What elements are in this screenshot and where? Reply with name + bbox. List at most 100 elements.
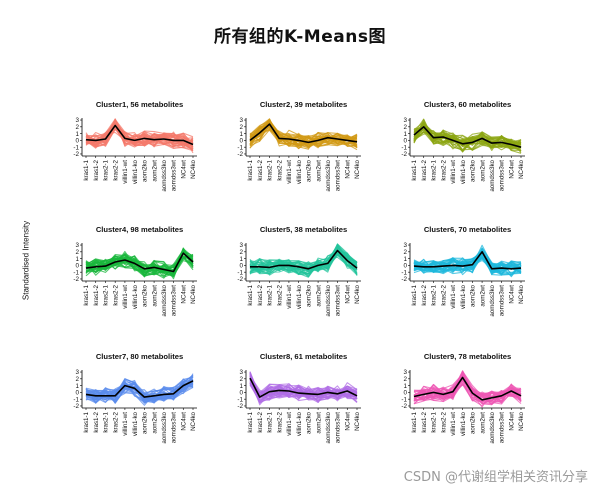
y-tick-label: -2 <box>401 403 407 410</box>
x-tick-label: kras1-2 <box>93 159 100 180</box>
y-tick-label: 3 <box>239 242 243 249</box>
x-tick-label: villin1-ko <box>132 284 139 309</box>
x-tick-label: aomdss3ko <box>489 411 496 443</box>
y-tick-label: -1 <box>73 144 79 151</box>
y-tick-label: -2 <box>237 276 243 283</box>
x-tick-label: kras1-1 <box>247 284 254 305</box>
x-tick-label: kras2-1 <box>431 411 438 432</box>
x-tick-label: NC4wt <box>344 285 351 304</box>
metabolite-traces <box>249 243 358 278</box>
x-tick-label: NC4ko <box>354 411 361 430</box>
x-tick-label: NC4ko <box>190 159 197 178</box>
y-tick-label: 2 <box>239 249 243 256</box>
x-tick-label: kras2-2 <box>112 411 119 432</box>
y-tick-label: 2 <box>239 124 243 131</box>
x-tick-label: aom2wt <box>151 412 158 434</box>
x-tick-label: NC4ko <box>190 411 197 430</box>
y-tick-label: 0 <box>239 263 243 270</box>
y-tick-label: 2 <box>403 249 407 256</box>
x-tick-label: kras2-1 <box>431 284 438 305</box>
x-tick-label: NC4ko <box>518 284 525 303</box>
x-tick-label: villin1-wt <box>450 412 457 436</box>
y-tick-label: -1 <box>237 396 243 403</box>
y-tick-label: 3 <box>75 369 79 376</box>
x-tick-label: kras2-1 <box>267 284 274 305</box>
metabolite-traces <box>413 244 522 278</box>
x-tick-label: NC4ko <box>518 159 525 178</box>
y-tick-label: -2 <box>401 151 407 158</box>
y-tick-label: 3 <box>403 242 407 249</box>
x-tick-label: aomdss3ko <box>325 284 332 316</box>
x-tick-label: kras1-2 <box>257 411 264 432</box>
x-tick-label: kras2-2 <box>440 159 447 180</box>
metabolite-traces <box>85 373 194 406</box>
x-tick-label: kras1-1 <box>83 411 90 432</box>
x-tick-label: kras1-2 <box>421 411 428 432</box>
x-tick-label: aomdss3wt <box>335 285 342 317</box>
x-tick-label: aom2wt <box>315 412 322 434</box>
x-tick-label: NC4ko <box>354 284 361 303</box>
y-tick-label: 1 <box>75 256 79 263</box>
x-tick-label: villin1-ko <box>460 411 467 436</box>
x-tick-label: aom2ko <box>470 159 477 182</box>
panel-title: Cluster1, 56 metabolites <box>96 100 183 109</box>
x-tick-label: kras2-1 <box>103 284 110 305</box>
x-tick-label: NC4wt <box>344 412 351 431</box>
y-tick-label: 0 <box>239 390 243 397</box>
x-tick-label: aomdss3ko <box>325 159 332 191</box>
x-tick-label: aomdss3ko <box>325 411 332 443</box>
panel-title: Cluster7, 80 metabolites <box>96 352 183 361</box>
x-tick-label: villin1-ko <box>296 411 303 436</box>
y-tick-label: 0 <box>239 138 243 145</box>
y-tick-label: 1 <box>239 256 243 263</box>
y-tick-label: 2 <box>75 376 79 383</box>
x-tick-label: villin1-wt <box>450 285 457 309</box>
x-tick-label: NC4wt <box>508 412 515 431</box>
y-tick-label: -2 <box>237 403 243 410</box>
metabolite-traces <box>413 370 522 408</box>
y-tick-label: 3 <box>403 117 407 124</box>
x-tick-label: kras1-1 <box>411 284 418 305</box>
y-tick-label: -2 <box>73 276 79 283</box>
x-tick-label: aom2wt <box>315 160 322 182</box>
x-tick-label: aomdss3ko <box>161 284 168 316</box>
x-tick-label: kras2-2 <box>276 284 283 305</box>
x-tick-label: kras2-2 <box>440 411 447 432</box>
x-tick-label: aomdss3wt <box>171 285 178 317</box>
x-tick-label: aomdss3ko <box>161 159 168 191</box>
y-tick-label: -2 <box>73 151 79 158</box>
metabolite-traces <box>413 118 522 154</box>
x-tick-label: NC4wt <box>508 285 515 304</box>
y-tick-label: 1 <box>403 383 407 390</box>
x-tick-label: villin1-ko <box>132 411 139 436</box>
x-tick-label: kras2-1 <box>267 159 274 180</box>
x-tick-label: villin1-ko <box>296 159 303 184</box>
x-tick-label: villin1-ko <box>460 284 467 309</box>
x-tick-label: NC4wt <box>180 412 187 431</box>
panel-title: Cluster5, 38 metabolites <box>260 225 347 234</box>
x-tick-label: aomdss3wt <box>335 160 342 192</box>
x-tick-label: kras2-2 <box>112 284 119 305</box>
x-tick-label: villin1-wt <box>122 412 129 436</box>
x-tick-label: aomdss3wt <box>171 160 178 192</box>
x-tick-label: kras2-2 <box>440 284 447 305</box>
centroid-line <box>85 124 194 146</box>
y-tick-label: 0 <box>75 138 79 145</box>
x-tick-label: aom2ko <box>142 411 149 434</box>
x-tick-label: kras1-2 <box>257 159 264 180</box>
x-tick-label: kras1-1 <box>247 159 254 180</box>
y-tick-label: 2 <box>403 124 407 131</box>
metabolite-traces <box>85 118 194 154</box>
x-tick-label: kras2-1 <box>103 411 110 432</box>
centroid-line <box>413 251 522 270</box>
x-tick-label: kras2-1 <box>103 159 110 180</box>
x-tick-label: kras2-1 <box>267 411 274 432</box>
x-tick-label: aom2ko <box>142 159 149 182</box>
x-tick-label: kras1-2 <box>421 284 428 305</box>
x-tick-label: NC4wt <box>508 160 515 179</box>
